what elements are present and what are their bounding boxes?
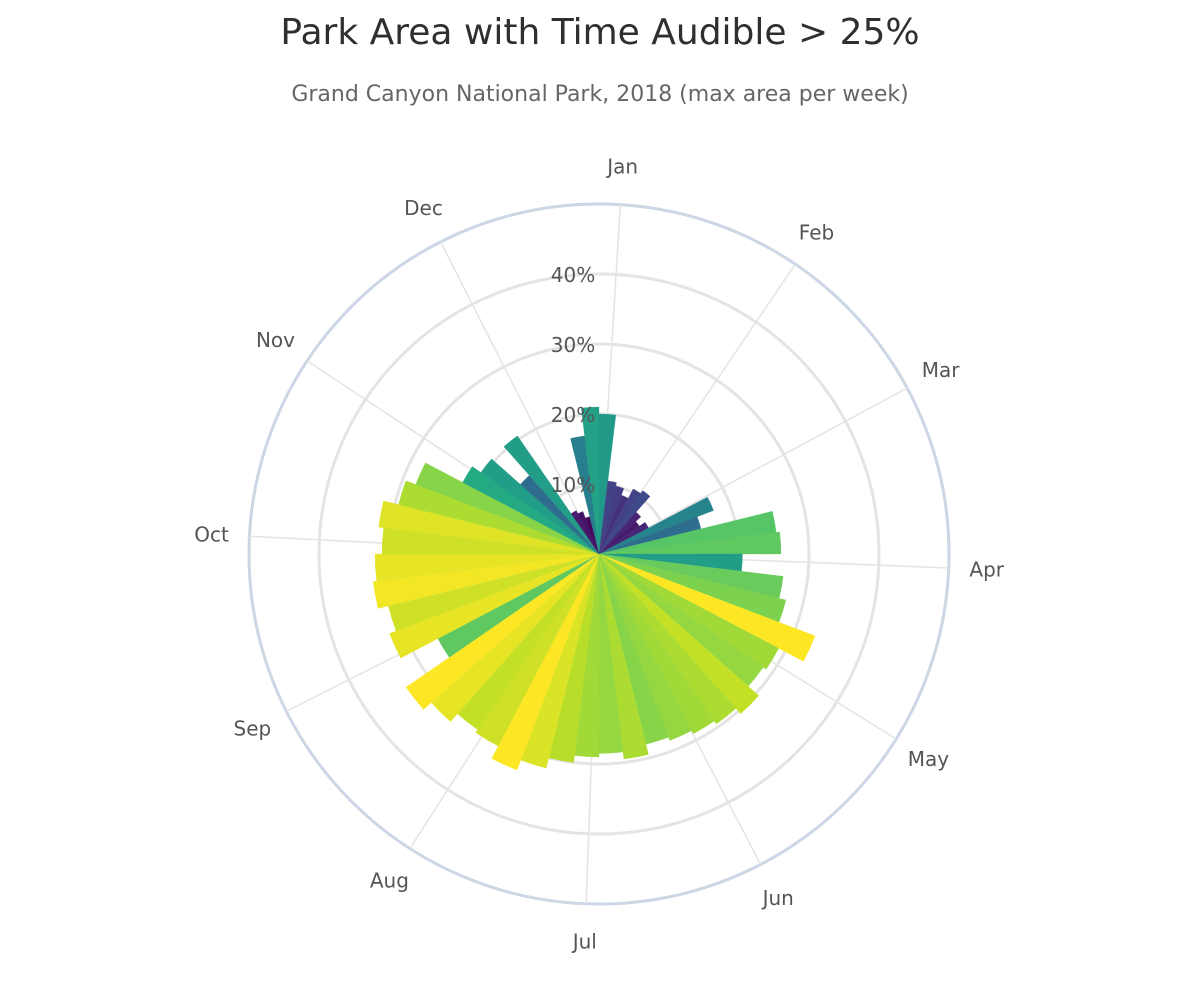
- angular-grid-line-dec: [439, 241, 600, 555]
- chart-title: Park Area with Time Audible > 25%: [280, 12, 920, 53]
- bar-week-20[interactable]: [598, 553, 760, 715]
- radial-tick-label: 40%: [551, 263, 595, 287]
- month-label-oct: Oct: [194, 522, 229, 546]
- bar-week-42[interactable]: [398, 480, 600, 555]
- bar-week-48[interactable]: [570, 510, 600, 555]
- month-label-sep: Sep: [234, 716, 272, 740]
- radial-tick-label: 10%: [551, 473, 595, 497]
- bar-week-52[interactable]: [581, 406, 600, 555]
- bar-week-22[interactable]: [598, 553, 715, 734]
- bar-week-21[interactable]: [598, 553, 737, 725]
- bar-week-49[interactable]: [577, 511, 600, 555]
- bar-week-44[interactable]: [462, 466, 600, 555]
- bar-week-43[interactable]: [415, 462, 600, 555]
- bar-week-17[interactable]: [598, 553, 816, 662]
- bar-week-7[interactable]: [598, 511, 642, 555]
- bar-week-34[interactable]: [405, 553, 600, 710]
- bar-week-36[interactable]: [389, 553, 600, 659]
- bar-week-31[interactable]: [475, 553, 600, 747]
- month-label-apr: Apr: [969, 558, 1004, 582]
- angular-grid-line-mar: [598, 387, 908, 555]
- grid-ring-40: [317, 272, 881, 836]
- month-label-jan: Jan: [605, 155, 638, 179]
- bar-week-6[interactable]: [598, 490, 651, 555]
- month-label-dec: Dec: [404, 196, 443, 220]
- bar-week-30[interactable]: [491, 553, 600, 771]
- outer-ring: [247, 202, 951, 906]
- bar-series: [372, 406, 816, 771]
- month-labels: Jan Feb Mar Apr May Jun Jul Aug Sep Oct Nov Dec: [194, 155, 1005, 954]
- month-label-nov: Nov: [256, 328, 295, 352]
- month-label-jul: Jul: [571, 930, 597, 954]
- bar-week-18[interactable]: [598, 553, 779, 670]
- bar-week-3[interactable]: [598, 485, 625, 555]
- month-label-feb: Feb: [799, 221, 834, 245]
- radial-tick-label: 30%: [551, 333, 595, 357]
- bar-week-13[interactable]: [598, 531, 782, 555]
- month-label-may: May: [908, 747, 950, 771]
- radial-tick-labels: 10% 20% 30% 40%: [551, 263, 595, 497]
- month-label-jun: Jun: [761, 886, 794, 910]
- radial-tick-label: 20%: [551, 403, 595, 427]
- bar-week-39[interactable]: [374, 553, 600, 582]
- bar-week-10[interactable]: [598, 496, 714, 555]
- bar-week-45[interactable]: [480, 458, 600, 555]
- month-label-aug: Aug: [370, 869, 409, 893]
- bar-week-38[interactable]: [372, 553, 600, 609]
- bar-week-47[interactable]: [503, 435, 600, 555]
- chart-subtitle: Grand Canyon National Park, 2018 (max ar…: [291, 82, 909, 107]
- bar-week-23[interactable]: [598, 553, 692, 741]
- month-label-mar: Mar: [922, 358, 961, 382]
- bar-week-41[interactable]: [378, 500, 600, 555]
- bar-week-25[interactable]: [598, 553, 649, 760]
